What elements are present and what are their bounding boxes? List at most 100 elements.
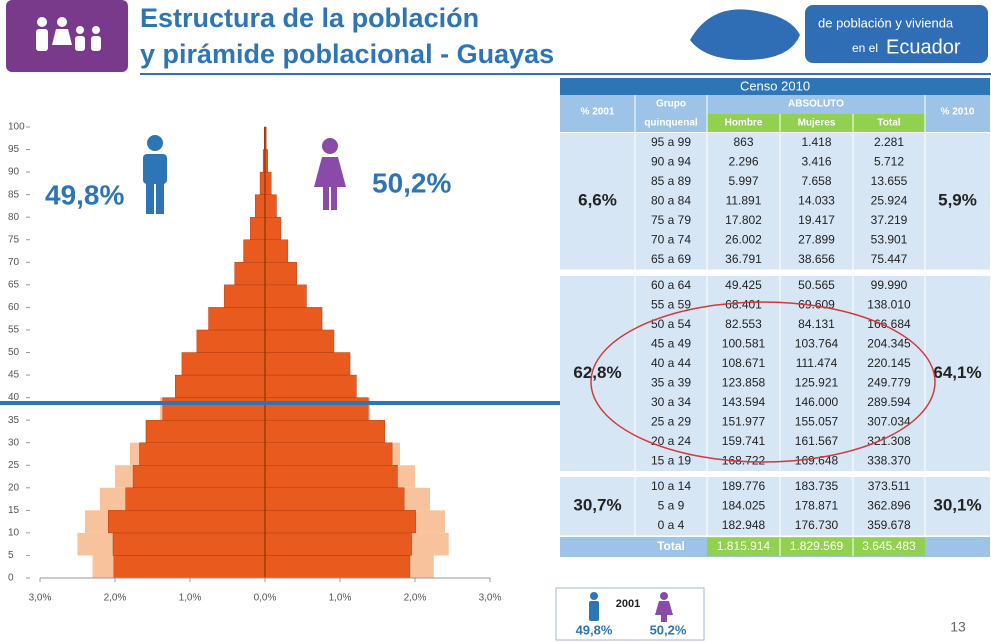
column-divider (852, 477, 854, 536)
y-tick-label: 80 (8, 212, 20, 223)
header-divider (706, 95, 708, 132)
y-tick-label: 10 (8, 528, 20, 539)
table-text: Mujeres (798, 118, 836, 129)
column-divider (779, 276, 781, 471)
table-text: 2.281 (874, 135, 904, 149)
table-text: 220.145 (867, 356, 911, 370)
table-text: 38.656 (798, 252, 835, 266)
header-divider (779, 114, 781, 132)
table-text: 176.730 (795, 518, 839, 532)
table-text: 65 a 69 (651, 252, 691, 266)
table-text: 99.990 (871, 278, 908, 292)
pyramid-bar (264, 171, 272, 195)
table-text: 182.948 (722, 518, 766, 532)
male-share: 49,8% (45, 179, 124, 210)
table-text: 166.684 (867, 317, 911, 331)
header-divider (634, 95, 636, 132)
table-text: 49.425 (725, 278, 762, 292)
table-text: 30 a 34 (651, 395, 691, 409)
x-tick-label: 0,0% (254, 593, 277, 604)
title-line: Estructura de la población (140, 3, 479, 33)
table-text: 20 a 24 (651, 434, 691, 448)
pyramid-bar (264, 262, 297, 286)
table-text: 15 a 19 (651, 453, 691, 467)
pyramid-bar (112, 532, 266, 556)
total-highlight (707, 538, 925, 556)
table-text: 151.977 (722, 414, 766, 428)
table-text: 321.308 (867, 434, 911, 448)
table-text: 5,9% (938, 191, 977, 210)
y-tick-label: 40 (8, 392, 20, 403)
y-tick-label: 15 (8, 505, 20, 516)
table-text: 14.033 (798, 193, 835, 207)
table-text: 75 a 79 (651, 213, 691, 227)
column-divider (852, 133, 854, 270)
table-text: 159.741 (722, 434, 766, 448)
pyramid-bar (264, 239, 289, 263)
table-text: 146.000 (795, 395, 839, 409)
table-text: 26.002 (725, 232, 762, 246)
table-text: 13.655 (871, 174, 908, 188)
table-text: 11.891 (726, 193, 762, 207)
table-text: 5.712 (874, 154, 904, 168)
table-text: 30,1% (933, 496, 981, 515)
table-text: 362.896 (867, 498, 911, 512)
table-text: 338.370 (867, 453, 911, 467)
table-text: 100.581 (722, 336, 766, 350)
pyramid-bar (264, 532, 412, 556)
y-tick-label: 30 (8, 437, 20, 448)
pyramid-bar (264, 465, 398, 488)
x-tick-label: 2,0% (404, 593, 427, 604)
female-icon (314, 138, 346, 210)
table-text: 204.345 (867, 336, 911, 350)
pyramid-bar (254, 194, 266, 218)
pyramid-bar (264, 194, 277, 218)
table-text: 95 a 99 (651, 135, 691, 149)
logo-text: Ecuador (886, 36, 961, 58)
table-text: 155.057 (795, 414, 839, 428)
table-text: 1.829.569 (790, 539, 844, 553)
table-text: 184.025 (722, 498, 766, 512)
table-text: Total (877, 118, 900, 129)
table-text: 55 a 59 (651, 297, 691, 311)
x-tick-label: 1,0% (329, 593, 352, 604)
table-text: 183.735 (795, 479, 839, 493)
pyramid-bar (264, 329, 335, 353)
table-text: 125.921 (795, 375, 839, 389)
column-divider (706, 477, 708, 536)
pyramid-bar (223, 284, 266, 308)
table-text: 108.671 (722, 356, 766, 370)
table-text: 373.511 (868, 479, 911, 493)
table-text: 80 a 84 (651, 193, 691, 207)
table-text: 60 a 64 (651, 278, 691, 292)
table-text: 1.815.914 (717, 539, 771, 553)
table-text: 307.034 (867, 414, 911, 428)
table-text: Censo 2010 (740, 78, 810, 93)
y-tick-label: 5 (8, 550, 14, 561)
y-tick-label: 20 (8, 482, 20, 493)
pyramid-bar (264, 442, 393, 466)
pyramid-bar (125, 487, 266, 511)
logo-text: en el (852, 41, 878, 55)
y-tick-label: 95 (8, 144, 20, 155)
table-text: 169.648 (795, 453, 839, 467)
table-text: % 2010 (941, 107, 975, 118)
legend-label: 2001 (616, 598, 640, 610)
pyramid-bar (146, 419, 266, 443)
y-tick-label: 65 (8, 279, 20, 290)
y-tick-label: 50 (8, 347, 20, 358)
pyramid-bar (108, 510, 266, 534)
pyramid-bar (264, 555, 411, 579)
table-text: 5 a 9 (658, 498, 685, 512)
pyramid-bar (264, 374, 357, 398)
pyramid-bar (264, 352, 351, 376)
legend-female-icon (655, 592, 673, 622)
pyramid-bar (264, 397, 369, 421)
column-divider (924, 133, 926, 270)
table-text: 168.722 (722, 453, 766, 467)
x-tick-label: 3,0% (29, 593, 52, 604)
column-divider (852, 538, 854, 556)
table-text: 863 (733, 135, 753, 149)
table-text: Grupo (656, 99, 686, 110)
table-text: 50.565 (798, 278, 835, 292)
